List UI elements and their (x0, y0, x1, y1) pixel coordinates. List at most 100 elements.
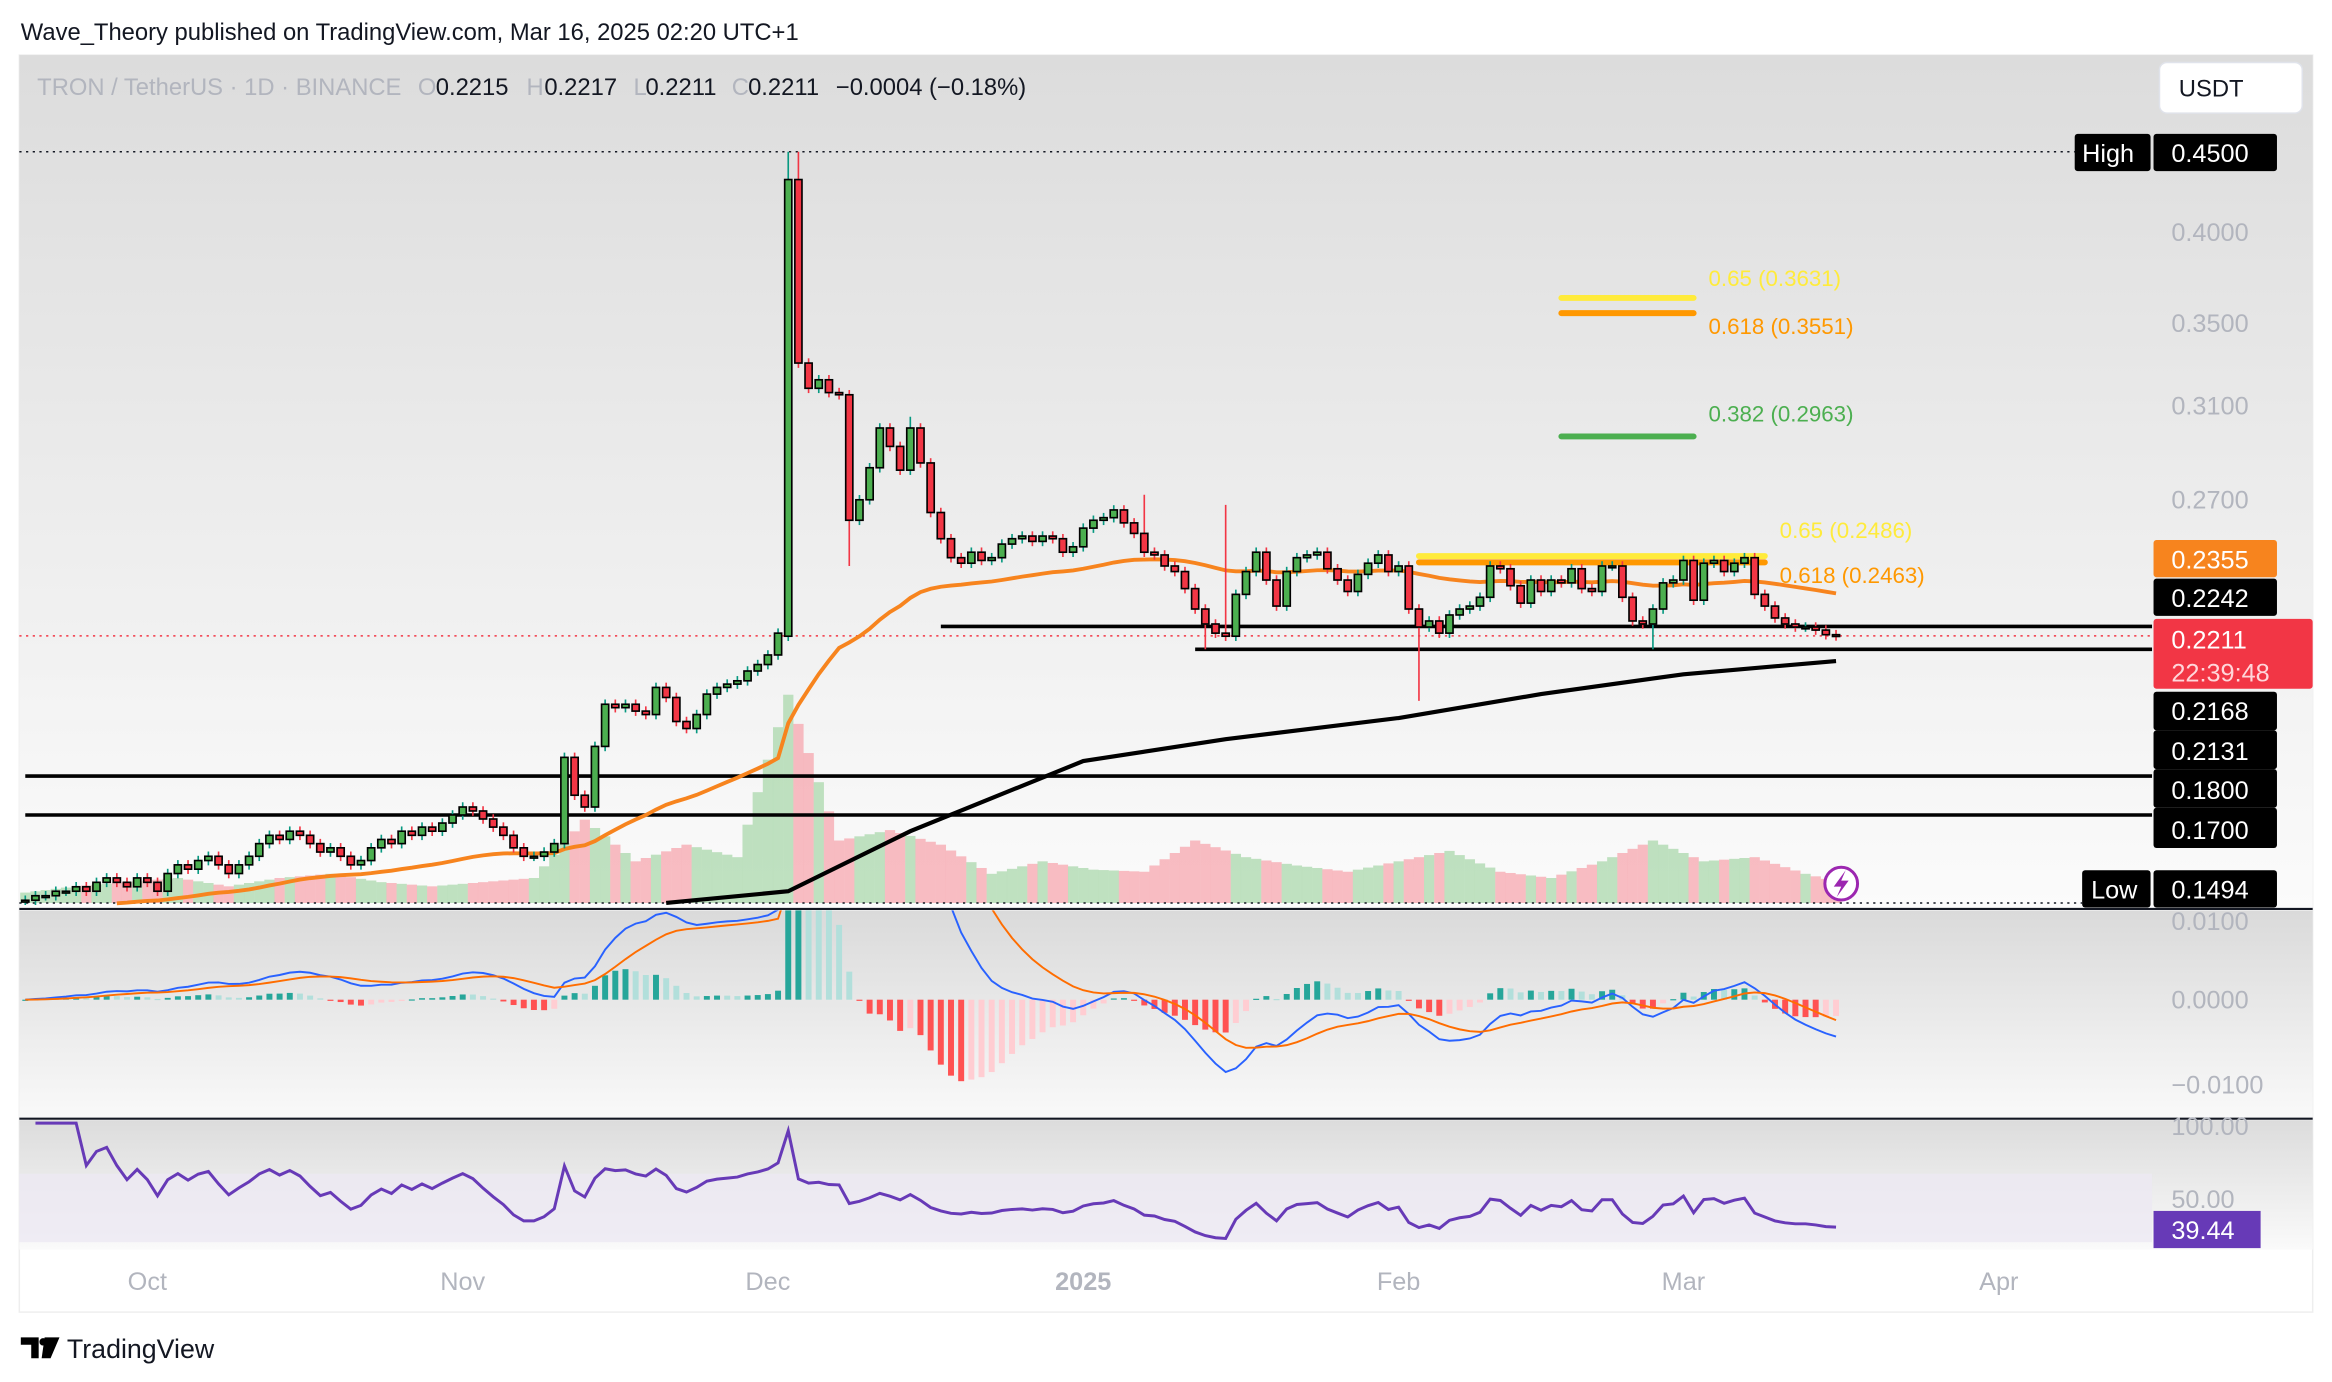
volume-bar (1159, 859, 1170, 903)
volume-bar (1627, 848, 1638, 903)
volume-bar (1322, 869, 1333, 903)
volume-bar (539, 866, 550, 903)
volume-bar (1444, 850, 1455, 903)
volume-bar (1301, 866, 1313, 903)
candle-body (712, 686, 722, 695)
macd-histogram-bar (632, 971, 639, 1000)
candle-body (763, 654, 773, 666)
volume-bar (1800, 873, 1811, 903)
volume-bar (579, 819, 590, 903)
volume-bar (1169, 853, 1180, 903)
price-pane[interactable] (19, 55, 2313, 908)
candle-body (336, 847, 346, 858)
macd-histogram-bar (775, 990, 782, 1000)
volume-bar (416, 885, 428, 903)
macd-histogram-bar (1629, 999, 1636, 1004)
macd-histogram-bar (1578, 991, 1585, 1000)
macd-histogram-bar (195, 995, 202, 1000)
macd-histogram-bar (185, 996, 192, 1000)
volume-bar (1525, 875, 1537, 903)
volume-bar (508, 879, 519, 903)
bar-countdown: 22:39:48 (2171, 659, 2269, 687)
candle-body (865, 466, 875, 501)
candle-body (834, 391, 844, 396)
macd-histogram-bar (1273, 999, 1280, 1001)
volume-bar (498, 880, 509, 903)
macd-histogram-bar (1232, 999, 1239, 1023)
candle-body (753, 663, 763, 672)
candle-body (1139, 532, 1149, 554)
candle-body (732, 679, 742, 685)
candle-body (1780, 617, 1790, 625)
currency-button[interactable]: USDT (2158, 61, 2303, 114)
candle-body (1699, 562, 1709, 602)
volume-bar (1129, 871, 1140, 903)
macd-histogram-bar (337, 999, 344, 1003)
macd-histogram-bar (581, 993, 588, 1000)
volume-bar (1220, 850, 1231, 903)
symbol-legend[interactable]: TRON / TetherUS · 1D · BINANCE O 0.2215 … (37, 74, 1026, 101)
macd-histogram-bar (1466, 999, 1473, 1007)
candle-body (692, 713, 702, 730)
volume-bar (722, 854, 733, 903)
volume-bar (701, 849, 713, 903)
price-axis-tick: 0.3100 (2171, 393, 2248, 421)
candle-body (885, 427, 895, 448)
candle-body (1017, 535, 1027, 540)
volume-bar (630, 861, 641, 903)
volume-bar (1678, 853, 1689, 903)
candle-body (275, 834, 284, 841)
candle-body (519, 847, 529, 858)
macd-histogram-bar (591, 985, 598, 1000)
macd-histogram-bar (1192, 999, 1199, 1026)
candle-body (987, 556, 997, 562)
macd-histogram-bar (825, 910, 832, 1000)
macd-histogram-bar (327, 999, 334, 1001)
volume-bar (905, 835, 916, 903)
open-label: O (418, 74, 436, 101)
volume-bar (1617, 853, 1628, 903)
volume-bar (477, 882, 489, 903)
volume-bar (681, 844, 692, 903)
volume-bar (366, 880, 377, 903)
macd-histogram-bar (1009, 999, 1016, 1054)
currency-label[interactable]: USDT (2179, 76, 2244, 103)
candle-body (1821, 629, 1831, 636)
tradingview-logo-icon (20, 1337, 60, 1359)
candle-body (936, 511, 946, 540)
candle-body (743, 670, 752, 682)
volume-bar (1698, 861, 1709, 903)
macd-axis-tick: 0.0000 (2171, 987, 2248, 1015)
macd-histogram-bar (734, 996, 741, 1000)
candle-body (560, 756, 569, 845)
candle-body (397, 830, 407, 845)
lightning-icon[interactable] (1823, 865, 1860, 902)
candle-body (132, 877, 142, 888)
macd-histogram-bar (571, 993, 578, 1000)
volume-bar (1312, 867, 1323, 903)
support-2-price-label: 0.1800 (2153, 769, 2277, 808)
volume-bar (915, 838, 926, 903)
published-header: Wave_Theory published on TradingView.com… (21, 19, 799, 46)
macd-histogram-bar (388, 999, 395, 1002)
candle-body (285, 830, 295, 841)
macd-histogram-bar (714, 995, 721, 1000)
symbol-name[interactable]: TRON / TetherUS · 1D · BINANCE (37, 74, 401, 101)
macd-histogram-bar (1599, 991, 1606, 1000)
macd-histogram-bar (978, 999, 985, 1078)
candle-body (20, 899, 30, 903)
volume-bar (488, 881, 499, 903)
candle-body (1231, 593, 1241, 638)
volume-bar (844, 838, 855, 903)
candle-body (539, 851, 549, 858)
tradingview-logo[interactable]: TradingView (20, 1334, 215, 1364)
macd-histogram-bar (1110, 998, 1117, 1000)
candle-body (1729, 562, 1739, 573)
low-value: 0.2211 (645, 74, 716, 101)
volume-bar (803, 753, 814, 903)
volume-bar (1729, 858, 1740, 903)
candle-body (956, 556, 966, 565)
candle-body (1099, 516, 1108, 522)
support-1-price-label: 0.2168 (2153, 691, 2277, 731)
